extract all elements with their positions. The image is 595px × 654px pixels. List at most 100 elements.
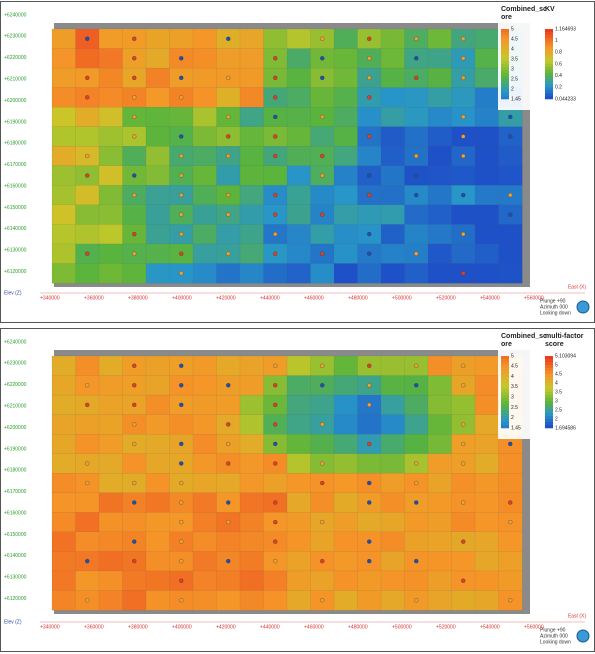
legend-tick-label: 2 bbox=[511, 415, 514, 421]
legend-swatch bbox=[545, 404, 553, 408]
sample-point bbox=[461, 36, 466, 41]
sample-point bbox=[132, 559, 137, 564]
grid-cell bbox=[98, 434, 123, 455]
sample-point bbox=[179, 212, 184, 217]
easting-label: +440000 bbox=[260, 295, 280, 301]
grid-cell bbox=[145, 394, 170, 416]
legend-swatch bbox=[545, 90, 553, 94]
sample-point bbox=[85, 383, 90, 388]
grid-cell bbox=[98, 551, 123, 572]
sample-point bbox=[461, 441, 466, 447]
legend-title: KV bbox=[545, 6, 555, 13]
legend-swatch bbox=[545, 84, 553, 88]
legend-tick-label: 0.044233 bbox=[555, 96, 576, 102]
grid-cell bbox=[145, 512, 170, 533]
grid-cell bbox=[380, 414, 405, 435]
grid-cell bbox=[239, 263, 264, 284]
legend-title: Combined_sc bbox=[501, 6, 547, 13]
legend-swatch bbox=[545, 96, 553, 100]
sample-point bbox=[508, 212, 513, 217]
sample-point bbox=[226, 441, 231, 447]
grid-cell bbox=[239, 551, 264, 572]
legend-swatch bbox=[545, 407, 553, 411]
grid-cell bbox=[474, 590, 499, 611]
sample-point bbox=[508, 519, 513, 525]
grid-cell bbox=[333, 126, 358, 147]
easting-label: +520000 bbox=[436, 624, 456, 630]
legend-swatch bbox=[501, 401, 509, 405]
sample-point bbox=[414, 56, 419, 61]
sample-point bbox=[508, 114, 513, 120]
grid-cell bbox=[192, 570, 217, 591]
grid-cell bbox=[75, 492, 100, 513]
grid-cell bbox=[51, 492, 76, 513]
easting-label: +420000 bbox=[216, 295, 236, 301]
sample-point bbox=[273, 56, 278, 61]
sample-point bbox=[273, 114, 278, 120]
sample-point bbox=[367, 75, 372, 80]
grid-cell bbox=[192, 165, 217, 186]
grid-cell bbox=[98, 355, 123, 376]
grid-cell bbox=[404, 263, 429, 284]
grid-cell bbox=[474, 531, 499, 552]
sample-point bbox=[508, 134, 513, 139]
grid-cell bbox=[192, 28, 217, 49]
sample-point bbox=[179, 173, 184, 178]
sample-point bbox=[179, 441, 184, 447]
legend-swatch bbox=[545, 72, 553, 76]
sample-point bbox=[226, 251, 231, 256]
legend-swatch bbox=[545, 34, 553, 39]
grid-cell bbox=[98, 375, 123, 396]
legend-tick-label: 1.164693 bbox=[555, 26, 576, 32]
grid-cell bbox=[286, 126, 311, 147]
legend-tick-label: 2 bbox=[511, 86, 514, 92]
legend-swatch bbox=[545, 37, 553, 41]
grid-cell bbox=[286, 48, 311, 69]
grid-cell bbox=[333, 473, 358, 494]
sample-point bbox=[273, 402, 278, 407]
sample-point bbox=[461, 114, 466, 120]
sample-point bbox=[85, 598, 90, 603]
sample-point bbox=[367, 539, 372, 544]
grid-cell bbox=[122, 146, 147, 167]
sample-point bbox=[85, 461, 90, 466]
sample-point bbox=[273, 422, 278, 427]
legend-swatch bbox=[545, 58, 553, 62]
grid-cell bbox=[474, 165, 499, 186]
grid-cell bbox=[333, 512, 358, 533]
grid-cell bbox=[145, 355, 170, 376]
sample-point bbox=[367, 36, 372, 41]
sample-point bbox=[461, 232, 466, 237]
legend-tick-label: 3.5 bbox=[555, 389, 562, 395]
sample-point bbox=[414, 75, 419, 80]
easting-label: +440000 bbox=[260, 624, 280, 630]
sample-point bbox=[367, 95, 372, 100]
sample-point bbox=[226, 519, 231, 525]
grid-cell bbox=[404, 204, 429, 225]
grid-cell bbox=[333, 204, 358, 225]
grid-cell bbox=[192, 355, 217, 376]
grid-cell bbox=[474, 243, 499, 264]
sample-point bbox=[273, 95, 278, 100]
orientation-globe bbox=[576, 300, 590, 314]
grid-cell bbox=[427, 414, 452, 435]
legend-tick-label: 0.6 bbox=[555, 61, 562, 67]
grid-cell bbox=[239, 414, 264, 435]
grid-cell bbox=[286, 87, 311, 108]
legend-swatch bbox=[501, 410, 509, 414]
grid-cell bbox=[474, 473, 499, 494]
grid-cell bbox=[98, 243, 123, 264]
grid-cell bbox=[145, 492, 170, 513]
legend-title: multi-factor bbox=[545, 333, 584, 340]
grid-cell bbox=[474, 28, 499, 49]
grid-cell bbox=[169, 414, 194, 435]
legend-swatch bbox=[501, 46, 509, 50]
grid-cell bbox=[75, 355, 100, 376]
grid-cell bbox=[263, 28, 288, 49]
northing-label: +6210000 bbox=[4, 76, 27, 82]
legend-title: score bbox=[545, 341, 564, 348]
sample-point bbox=[508, 441, 513, 447]
grid-cell bbox=[145, 67, 170, 89]
sample-point bbox=[273, 500, 278, 505]
grid-cell bbox=[333, 453, 358, 474]
